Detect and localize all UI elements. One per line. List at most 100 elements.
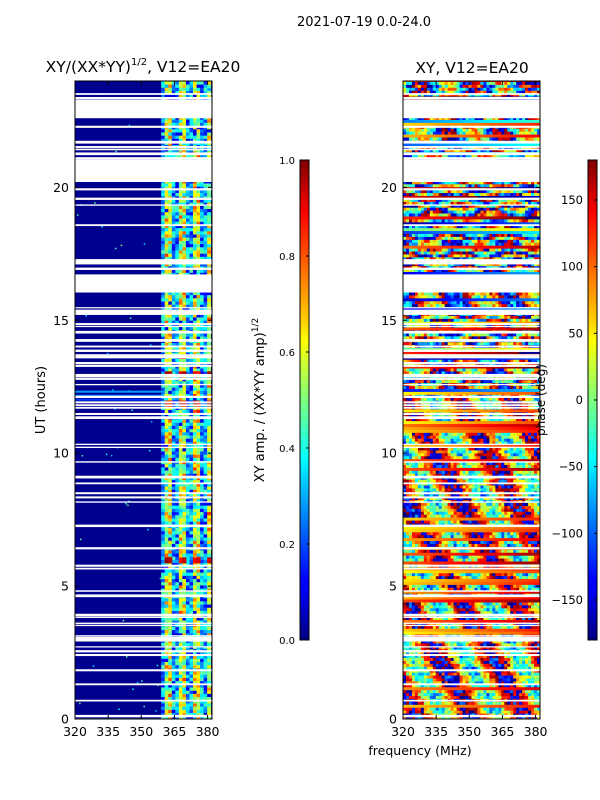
amp-cell <box>185 371 190 375</box>
amp-cell <box>196 591 201 595</box>
amp-cell <box>171 371 176 375</box>
amp-cell <box>178 591 183 595</box>
amp-cell <box>189 336 194 340</box>
phase-cell <box>474 645 478 650</box>
amp-cell <box>175 607 180 611</box>
phase-cell <box>528 599 532 603</box>
amp-cell <box>196 431 201 436</box>
amp-cell <box>168 291 173 296</box>
phase-cell <box>441 713 446 717</box>
amp-cell <box>203 230 208 235</box>
amp-cell <box>192 588 197 592</box>
amp-cell <box>161 304 166 308</box>
phase-cell <box>426 663 431 667</box>
phase-cell <box>423 654 428 658</box>
amp-cell <box>178 632 183 637</box>
amp-cell <box>207 396 212 401</box>
amp-cell <box>196 135 201 139</box>
amp-cell <box>189 342 194 347</box>
phase-cell <box>453 654 458 658</box>
phase-cell <box>486 616 490 620</box>
phase-cell <box>459 689 464 694</box>
phase-cell <box>498 610 502 615</box>
phase-cell <box>507 710 511 714</box>
phase-cell <box>447 622 452 626</box>
phase-cell <box>510 704 514 708</box>
amp-cell <box>185 135 190 139</box>
phase-cell <box>528 675 532 679</box>
amp-cell <box>203 297 208 302</box>
phase-cell <box>519 663 523 667</box>
amp-cell <box>171 195 176 200</box>
phase-cell <box>480 622 484 626</box>
phase-cell <box>408 689 413 694</box>
phase-cell <box>504 675 508 679</box>
amp-cell <box>189 521 194 525</box>
phase-cell <box>525 710 529 714</box>
phase-cell <box>486 675 490 679</box>
phase-cell <box>492 666 496 670</box>
amp-cell <box>189 135 194 139</box>
amp-cell <box>185 435 190 439</box>
amp-cell <box>196 444 201 449</box>
phase-cell <box>480 657 484 661</box>
phase-cell <box>480 660 484 664</box>
amp-cell <box>185 537 190 541</box>
phase-cell <box>516 695 520 699</box>
phase-cell <box>516 657 520 661</box>
amp-speck <box>110 454 113 457</box>
phase-cell <box>403 628 407 632</box>
amp-cell <box>200 253 205 257</box>
phase-cell <box>462 701 467 705</box>
phase-cell <box>447 607 452 612</box>
phase-cell <box>459 616 464 620</box>
amp-cell <box>178 224 183 229</box>
amp-flag-line <box>75 650 212 653</box>
phase-cell <box>507 628 511 632</box>
phase-cell <box>513 642 517 647</box>
amp-cell <box>203 211 208 216</box>
amp-cell <box>200 81 205 85</box>
amp-cell <box>203 626 208 631</box>
amp-cell <box>207 470 212 474</box>
phase-cell <box>501 651 505 656</box>
phase-cell <box>486 707 490 711</box>
amp-cell <box>164 632 169 637</box>
phase-cell <box>525 707 529 711</box>
amp-cell <box>203 431 208 436</box>
phase-cell <box>489 607 493 612</box>
amp-cell <box>182 297 187 302</box>
phase-cell <box>492 631 496 635</box>
amp-cell <box>168 537 173 541</box>
phase-cell <box>483 616 487 620</box>
phase-cell <box>426 672 431 676</box>
phase-cell <box>501 599 505 603</box>
amp-cell <box>192 632 197 637</box>
amp-cell <box>164 683 169 688</box>
phase-cell <box>444 602 449 606</box>
amp-speck <box>159 577 162 580</box>
phase-cell <box>519 689 523 694</box>
phase-cell <box>498 695 502 699</box>
phase-cell <box>462 678 467 682</box>
amp-cell <box>185 262 190 267</box>
phase-cell <box>528 716 532 719</box>
amp-flag-line <box>75 412 212 416</box>
phase-cell <box>519 660 523 664</box>
phase-cell <box>507 619 511 623</box>
phase-cell <box>534 695 538 699</box>
amp-cell <box>164 533 169 538</box>
amp-cell <box>192 224 197 229</box>
amp-cell <box>200 527 205 532</box>
phase-cell <box>420 701 425 705</box>
phase-cell <box>468 607 472 612</box>
phase-cell <box>450 657 455 661</box>
phase-cell <box>501 631 505 635</box>
amp-cell <box>171 138 176 143</box>
phase-cell <box>459 631 464 635</box>
amp-cell <box>185 390 190 395</box>
amp-cell <box>207 680 212 685</box>
phase-cell <box>468 686 472 691</box>
amp-cell <box>185 234 190 238</box>
amp-cell <box>196 505 201 509</box>
